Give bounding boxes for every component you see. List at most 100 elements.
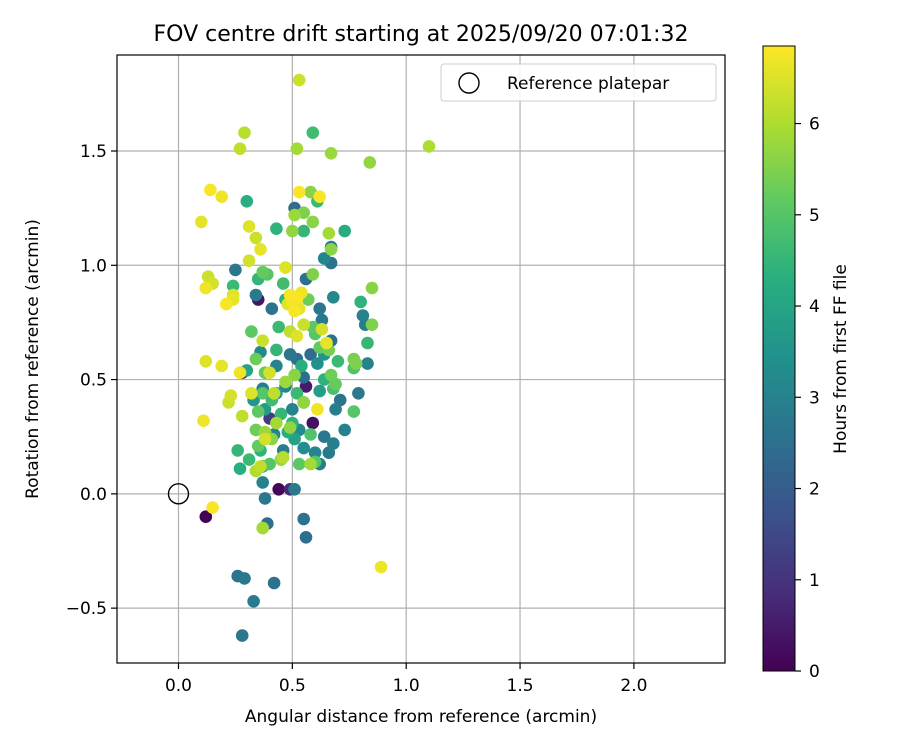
data-point — [354, 295, 368, 309]
colorbar-tick-label: 1 — [809, 571, 820, 591]
data-point — [276, 277, 290, 290]
x-tick-label: 1.5 — [507, 676, 534, 696]
x-tick-label: 0.5 — [279, 676, 306, 696]
data-point — [263, 366, 276, 380]
data-point — [199, 281, 213, 295]
grid — [117, 55, 725, 663]
data-point — [297, 224, 311, 238]
data-point — [324, 147, 338, 160]
data-point — [313, 384, 327, 398]
data-point — [365, 281, 379, 295]
data-point — [356, 309, 370, 322]
colorbar-tick-label: 2 — [809, 480, 820, 500]
reference-platepar-marker — [167, 483, 190, 505]
data-point — [270, 343, 283, 357]
data-point — [308, 446, 322, 460]
data-point — [245, 387, 258, 400]
data-point — [215, 190, 228, 203]
plot-frame — [116, 54, 726, 664]
y-tick-label: −0.5 — [66, 599, 107, 619]
data-point — [299, 531, 313, 544]
data-point — [290, 291, 304, 304]
y-tick-label: 1.0 — [80, 256, 107, 276]
data-point — [233, 462, 247, 476]
data-point — [288, 368, 301, 382]
data-point — [249, 231, 263, 245]
chart-title: FOV centre drift starting at 2025/09/20 … — [154, 22, 689, 47]
data-point — [265, 302, 279, 316]
data-point — [317, 430, 331, 444]
colorbar-gradient — [762, 45, 796, 672]
data-points — [195, 73, 436, 642]
data-point — [374, 560, 388, 574]
x-tick-label: 1.0 — [393, 676, 420, 696]
data-point — [283, 421, 297, 434]
data-point — [199, 510, 213, 523]
data-point — [240, 195, 254, 208]
data-point — [251, 405, 265, 418]
data-point — [352, 387, 365, 400]
colorbar-tick-label: 5 — [809, 206, 820, 226]
data-point — [290, 142, 304, 155]
data-point — [315, 323, 329, 336]
data-point — [206, 501, 219, 514]
data-point — [295, 359, 308, 373]
colorbar-tick-label: 3 — [809, 388, 820, 408]
data-point — [288, 483, 301, 496]
data-point — [292, 73, 306, 87]
data-point — [286, 224, 299, 238]
data-point — [322, 227, 336, 240]
data-point — [304, 348, 317, 361]
data-point — [365, 318, 379, 332]
data-point — [233, 366, 247, 380]
x-tick-label: 0.0 — [165, 676, 192, 696]
data-point — [297, 396, 311, 409]
data-point — [267, 387, 281, 400]
data-point — [331, 355, 345, 368]
data-point — [338, 224, 352, 238]
data-point — [279, 375, 292, 389]
x-tick-label: 2.0 — [620, 676, 647, 696]
data-point — [290, 387, 304, 400]
data-point — [258, 492, 272, 505]
y-axis-ticks: −0.5 0.0 0.5 1.0 1.5 — [66, 142, 117, 619]
data-point — [320, 336, 333, 350]
colorbar-tick-label: 6 — [809, 115, 820, 135]
data-point — [215, 359, 228, 373]
data-point — [349, 357, 363, 370]
data-point — [361, 357, 374, 370]
data-point — [231, 444, 244, 457]
data-point — [329, 403, 342, 416]
data-point — [347, 405, 361, 418]
data-point — [292, 185, 306, 199]
data-point — [270, 222, 283, 235]
data-point — [283, 348, 297, 361]
data-point — [242, 453, 256, 466]
colorbar: 0 1 2 3 4 5 6 Hours from first FF file — [762, 45, 851, 682]
y-tick-label: 0.0 — [80, 485, 107, 505]
data-point — [327, 291, 340, 304]
colorbar-label: Hours from first FF file — [831, 264, 851, 454]
colorbar-ticks: 0 1 2 3 4 5 6 — [795, 115, 820, 682]
data-point — [224, 389, 238, 402]
legend-label-reference: Reference platepar — [507, 74, 669, 94]
legend-marker-reference — [458, 72, 480, 94]
data-point — [324, 243, 338, 256]
data-point — [226, 279, 240, 293]
data-point — [315, 313, 329, 327]
data-point — [286, 403, 299, 416]
data-point — [297, 441, 311, 455]
legend: Reference platepar — [440, 63, 717, 102]
data-point — [242, 254, 256, 267]
data-point — [235, 629, 249, 642]
x-axis-ticks: 0.0 0.5 1.0 1.5 2.0 — [165, 663, 647, 696]
data-point — [272, 320, 286, 334]
data-point — [256, 334, 270, 348]
data-point — [338, 423, 352, 437]
data-point — [361, 336, 374, 350]
data-point — [313, 302, 327, 316]
data-point — [304, 428, 317, 441]
data-point — [233, 142, 247, 155]
data-point — [304, 457, 317, 471]
